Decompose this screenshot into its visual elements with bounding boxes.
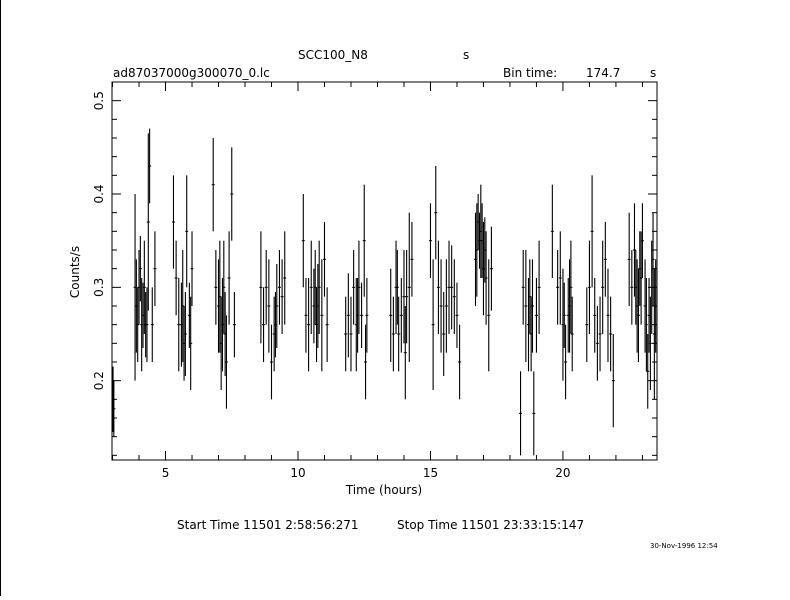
top-unit-label: s	[463, 48, 469, 62]
plot-timestamp: 30-Nov-1996 12:54	[650, 542, 718, 550]
bin-time-unit: s	[650, 66, 656, 80]
y-tick-label: 0.5	[92, 91, 106, 110]
start-time-label: Start Time 11501 2:58:56:271	[177, 518, 359, 532]
bin-time-value: 174.7	[586, 66, 620, 80]
bin-time-label: Bin time:	[503, 66, 557, 80]
plot-frame	[111, 81, 658, 461]
y-tick-label: 0.2	[92, 371, 106, 390]
y-axis-label: Counts/s	[68, 246, 82, 298]
x-tick-label: 5	[162, 466, 170, 480]
data-points	[111, 128, 658, 456]
object-name: SCC100_N8	[298, 48, 368, 62]
y-tick-label: 0.4	[92, 184, 106, 203]
x-tick-labels: 5 10 15 20	[162, 466, 571, 480]
y-tick-labels: 0.2 0.3 0.4 0.5	[92, 91, 106, 390]
x-tick-label: 15	[423, 466, 438, 480]
y-tick-label: 0.3	[92, 278, 106, 297]
x-axis-label: Time (hours)	[345, 483, 422, 497]
axis-ticks	[112, 81, 657, 460]
stop-time-label: Stop Time 11501 23:33:15:147	[397, 518, 584, 532]
filename-label: ad87037000g300070_0.lc	[113, 66, 270, 80]
x-tick-label: 20	[555, 466, 570, 480]
window-left-edge	[0, 0, 1, 596]
x-tick-label: 10	[290, 466, 305, 480]
